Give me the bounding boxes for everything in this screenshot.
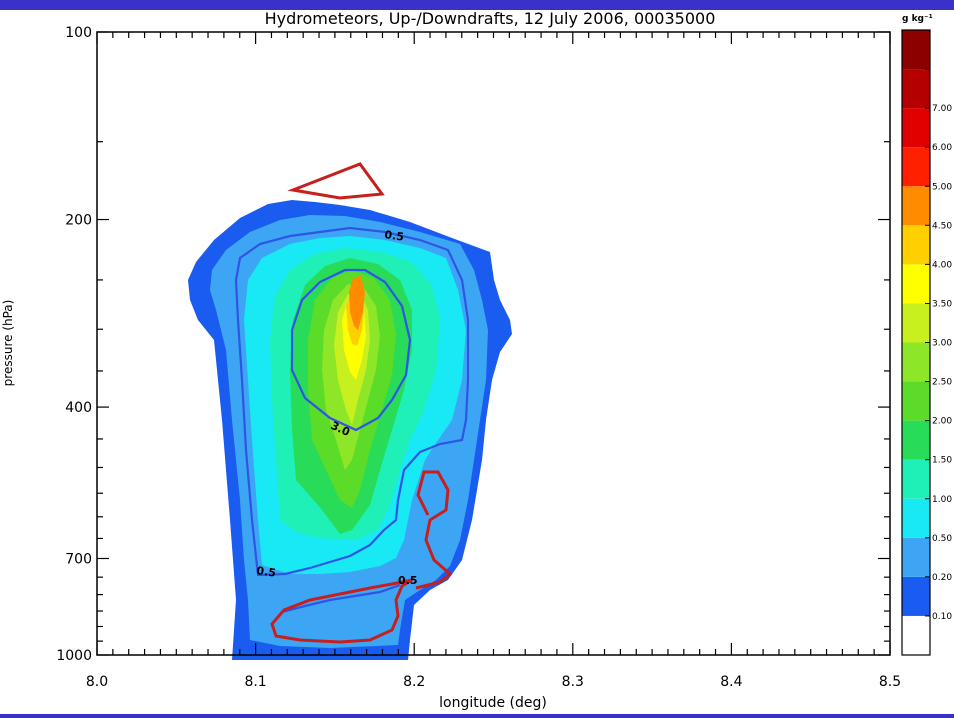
- updraft-contour-0.5-outer: [234, 226, 470, 577]
- updraft-contours: [234, 226, 470, 614]
- updraft-contour-0.5-lower: [281, 583, 401, 614]
- colorbar-swatch: [902, 381, 930, 421]
- colorbar-swatch: [902, 69, 930, 109]
- colorbar-tick-label: 4.00: [932, 260, 952, 270]
- downdraft-contour-loop: [415, 470, 453, 590]
- colorbar-swatch: [902, 420, 930, 460]
- downdraft-contours: [270, 162, 453, 644]
- y-axis: 100 200 400 700 1000: [56, 25, 890, 664]
- colorbar-unit: g kg⁻¹: [902, 14, 933, 24]
- contour-labels: 0.5 3.0 0.5 0.5: [256, 228, 418, 587]
- downdraft-contour-lower: [270, 578, 413, 644]
- colorbar-tick-label: 4.50: [932, 221, 952, 231]
- x-tick-label: 8.4: [720, 674, 742, 690]
- colorbar: 0.10 0.20 0.50 1.00 1.50 2.00 2.50 3.00 3.50 4.00…: [901, 29, 952, 656]
- colorbar-swatch: [902, 498, 930, 538]
- y-tick-label: 1000: [56, 648, 92, 664]
- contour-label-0: 0.5: [384, 228, 405, 244]
- downdraft-contour-top: [287, 162, 385, 200]
- contour-label-2: 0.5: [256, 564, 277, 580]
- colorbar-tick-label: 1.00: [932, 495, 952, 505]
- colorbar-frame: [901, 29, 931, 656]
- colorbar-swatch: [902, 225, 930, 265]
- colorbar-swatch: [902, 303, 930, 343]
- colorbar-tick-label: 3.00: [932, 339, 952, 349]
- filled-contours: [188, 200, 512, 660]
- chart-title: Hydrometeors, Up-/Downdrafts, 12 July 20…: [265, 9, 716, 28]
- colorbar-tick-label: 6.00: [932, 143, 952, 153]
- colorbar-swatch: [902, 342, 930, 382]
- colorbar-swatch: [902, 576, 930, 616]
- fill-level-4.50: [349, 276, 365, 330]
- x-tick-label: 8.3: [562, 674, 584, 690]
- colorbar-swatch: [902, 108, 930, 148]
- colorbar-swatch: [902, 537, 930, 577]
- colorbar-swatch: [902, 30, 930, 70]
- colorbar-swatch-bottom: [902, 615, 930, 655]
- colorbar-tick-label: 0.20: [932, 573, 952, 583]
- colorbar-tick-label: 5.00: [932, 182, 952, 192]
- y-tick-label: 100: [65, 25, 92, 41]
- colorbar-tick-label: 0.10: [932, 612, 952, 622]
- colorbar-swatch: [902, 186, 930, 226]
- y-tick-label: 700: [65, 551, 92, 567]
- x-tick-label: 8.5: [879, 674, 901, 690]
- colorbar-tick-label: 0.50: [932, 534, 952, 544]
- x-axis: 8.0 8.1 8.2 8.3 8.4 8.5: [86, 32, 901, 690]
- x-tick-label: 8.2: [403, 674, 425, 690]
- colorbar-tick-label: 3.50: [932, 299, 952, 309]
- x-tick-label: 8.1: [244, 674, 266, 690]
- colorbar-tick-label: 2.50: [932, 378, 952, 388]
- contour-label-3: 0.5: [398, 574, 418, 587]
- x-axis-label: longitude (deg): [439, 695, 547, 711]
- colorbar-tick-label: 7.00: [932, 104, 952, 114]
- y-axis-label: pressure (hPa): [1, 300, 15, 387]
- colorbar-swatch: [902, 264, 930, 304]
- y-tick-label: 200: [65, 213, 92, 229]
- colorbar-tick-label: 2.00: [932, 417, 952, 427]
- updraft-contour-3.0: [290, 268, 412, 432]
- x-tick-label: 8.0: [86, 674, 108, 690]
- colorbar-swatch: [902, 459, 930, 499]
- colorbar-tick-label: 1.50: [932, 456, 952, 466]
- colorbar-swatch: [902, 147, 930, 187]
- y-tick-label: 400: [65, 400, 92, 416]
